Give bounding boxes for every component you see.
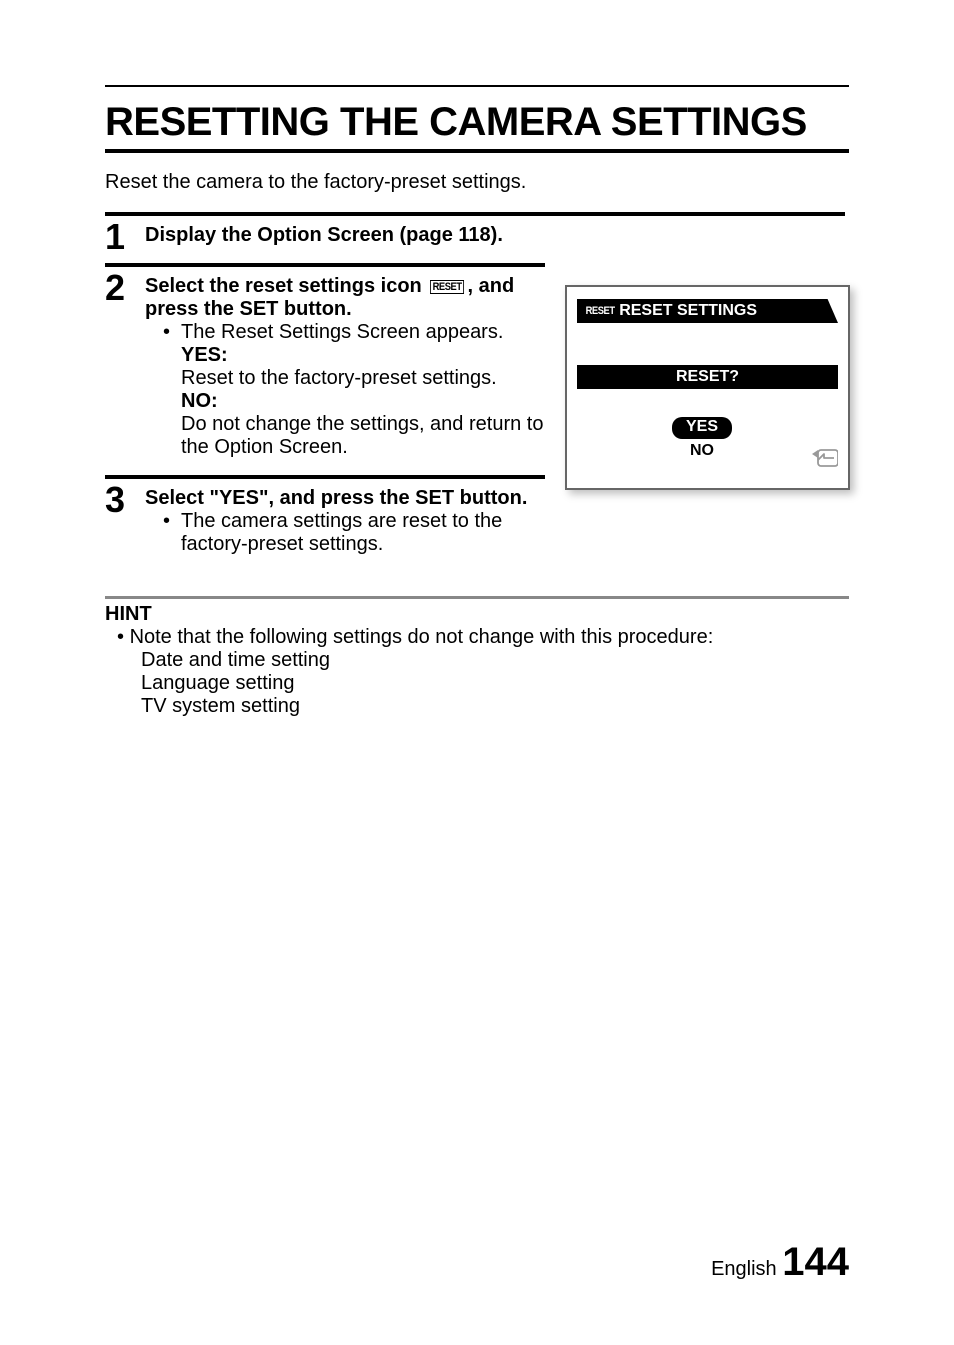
bullet-dot: • [163,510,181,533]
hint-item: TV system setting [141,695,849,718]
step-number: 1 [105,216,125,258]
lcd-title-text: RESET SETTINGS [619,302,757,320]
step-number: 3 [105,479,125,521]
lcd-screen: RESET RESET SETTINGS RESET? YES NO [565,285,850,490]
return-icon [812,448,838,468]
bullet-dot: • [163,321,181,344]
lcd-no-option: NO [690,442,714,460]
page-title: RESETTING THE CAMERA SETTINGS [105,100,849,153]
page-footer: English 144 [711,1240,849,1285]
lcd-title-bar: RESET RESET SETTINGS [577,299,838,323]
page-number: 144 [782,1240,849,1284]
no-text: Do not change the settings, and return t… [181,413,545,459]
footer-language: English [711,1258,777,1280]
hint-item: Date and time setting [141,649,849,672]
bullet-text: The Reset Settings Screen appears. [181,321,545,344]
reset-icon: RESET [584,305,616,317]
step-1: 1 Display the Option Screen (page 118). [105,212,845,247]
reset-icon: RESET [430,280,464,294]
yes-text: Reset to the factory-preset settings. [181,367,545,390]
step-bullet: • The camera settings are reset to the f… [163,510,545,556]
hint-bullet: • [117,626,130,648]
step-heading: Display the Option Screen (page 118). [145,224,845,247]
hint-body: • Note that the following settings do no… [117,626,849,649]
bullet-text: The camera settings are reset to the fac… [181,510,545,556]
step-number: 2 [105,267,125,309]
step-bullet: • The Reset Settings Screen appears. [163,321,545,344]
hint-item: Language setting [141,672,849,695]
intro-text: Reset the camera to the factory-preset s… [105,171,849,194]
lcd-yes-option: YES [672,417,732,439]
heading-pre: Select the reset settings icon [145,275,427,297]
top-rule [105,85,849,87]
hint-section: HINT • Note that the following settings … [105,596,849,718]
lcd-question: RESET? [577,365,838,389]
step-heading: Select the reset settings icon RESET, an… [145,275,545,321]
step-heading: Select "YES", and press the SET button. [145,487,545,510]
no-label: NO: [181,390,545,413]
hint-title: HINT [105,603,849,626]
yes-label: YES: [181,344,545,367]
step-2: 2 Select the reset settings icon RESET, … [105,263,545,459]
hint-text: Note that the following settings do not … [130,626,714,648]
step-3: 3 Select "YES", and press the SET button… [105,475,545,556]
